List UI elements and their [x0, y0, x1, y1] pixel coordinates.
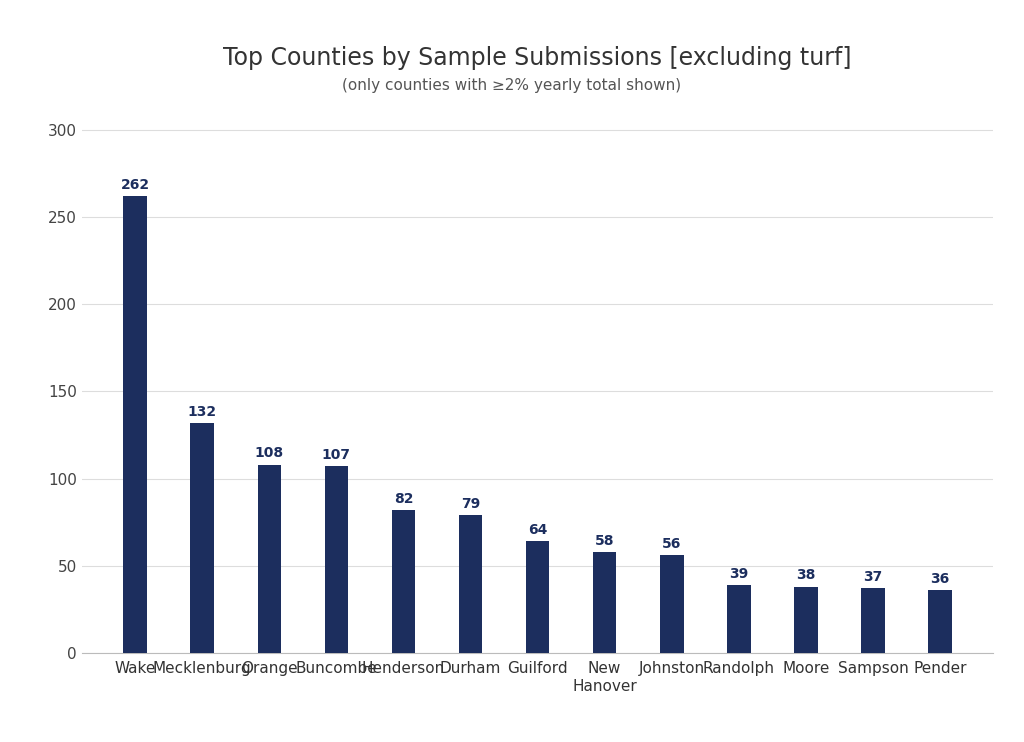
- Bar: [929, 590, 952, 653]
- Text: 37: 37: [863, 570, 883, 584]
- Title: Top Counties by Sample Submissions [excluding turf]: Top Counties by Sample Submissions [excl…: [223, 46, 852, 70]
- Text: 79: 79: [461, 497, 480, 511]
- Bar: [392, 510, 415, 653]
- Text: 58: 58: [595, 533, 614, 548]
- Text: 108: 108: [255, 447, 284, 460]
- Text: 262: 262: [121, 178, 150, 192]
- Text: 38: 38: [797, 568, 816, 582]
- Text: 56: 56: [663, 537, 681, 551]
- Text: 36: 36: [931, 572, 949, 586]
- Text: 64: 64: [528, 523, 547, 537]
- Bar: [123, 197, 146, 653]
- Bar: [727, 585, 751, 653]
- Bar: [526, 542, 549, 653]
- Text: (only counties with ≥2% yearly total shown): (only counties with ≥2% yearly total sho…: [342, 78, 682, 93]
- Bar: [861, 588, 885, 653]
- Bar: [325, 467, 348, 653]
- Bar: [459, 515, 482, 653]
- Text: 82: 82: [393, 492, 413, 505]
- Bar: [257, 464, 281, 653]
- Text: 107: 107: [322, 448, 351, 462]
- Text: 132: 132: [187, 404, 217, 418]
- Bar: [593, 552, 616, 653]
- Bar: [660, 555, 683, 653]
- Text: 39: 39: [729, 567, 749, 581]
- Bar: [190, 423, 214, 653]
- Bar: [795, 587, 818, 653]
